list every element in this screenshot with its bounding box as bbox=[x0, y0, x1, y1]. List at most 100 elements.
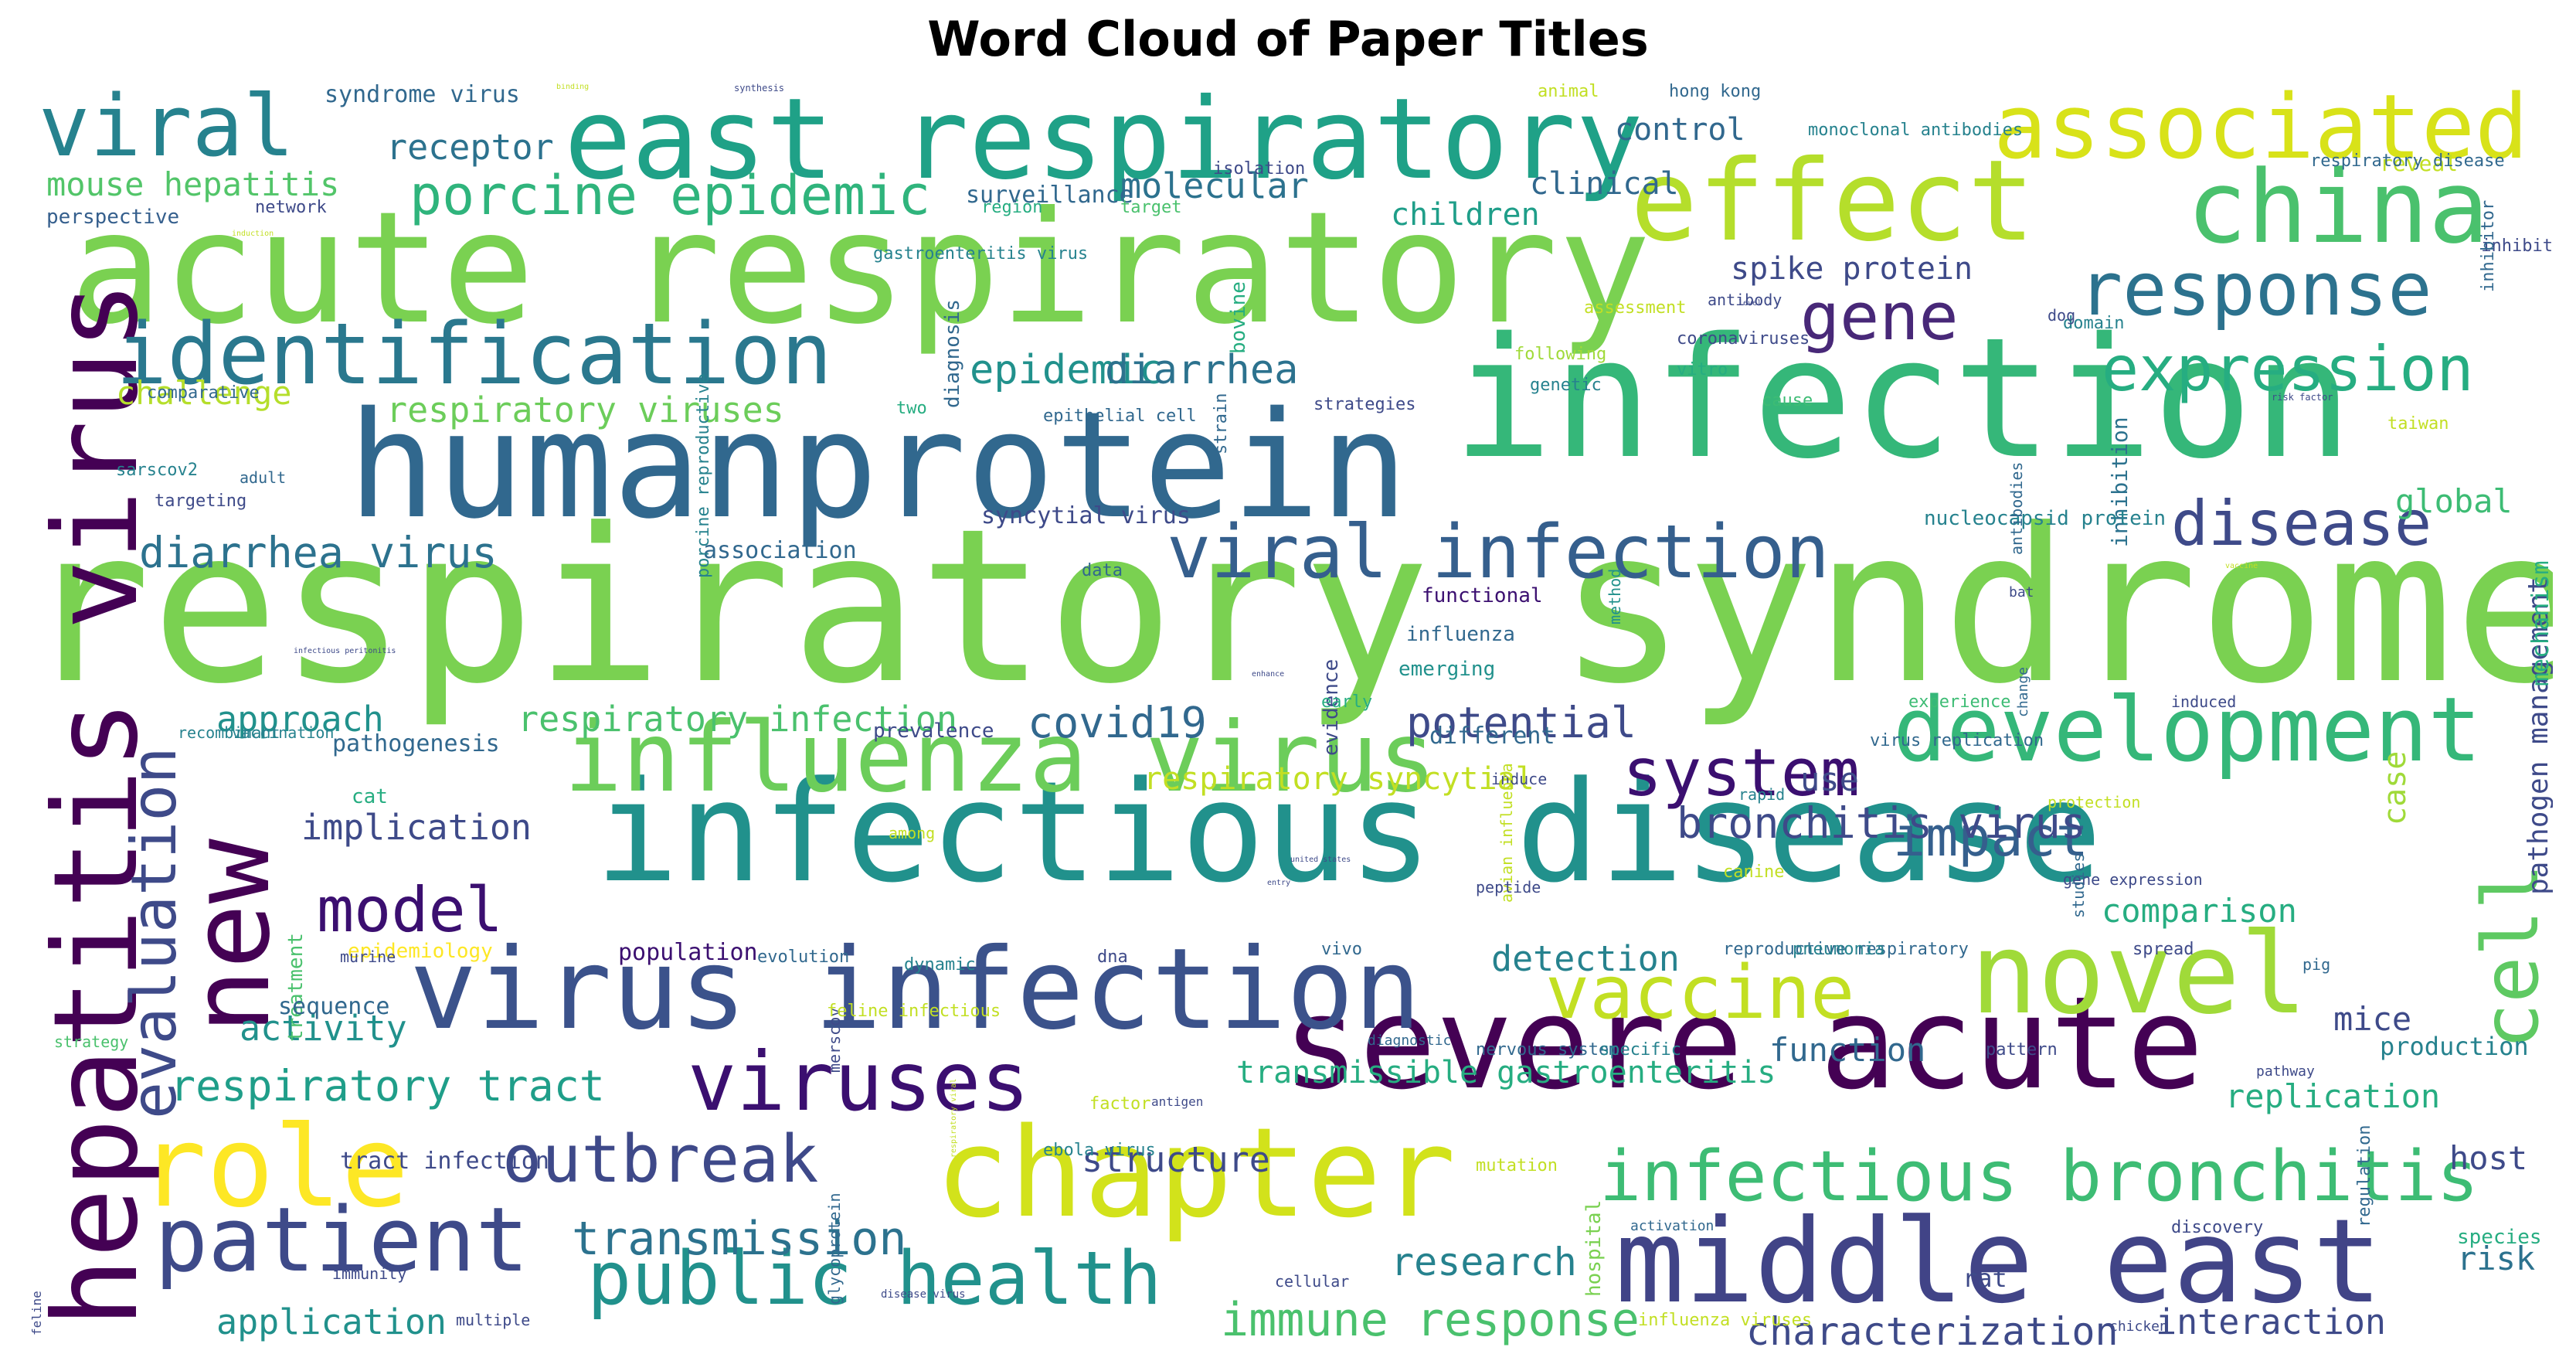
word-use: use bbox=[1800, 760, 1859, 798]
word-pattern: pattern bbox=[1986, 1040, 2058, 1060]
word-host: host bbox=[2449, 1139, 2528, 1177]
word-antigen: antigen bbox=[1151, 1094, 1204, 1109]
word-pig: pig bbox=[2302, 955, 2331, 974]
word-protection: protection bbox=[2048, 793, 2141, 811]
word-vaccine: vaccine bbox=[1545, 951, 1855, 1036]
word-detection: detection bbox=[1491, 938, 1680, 979]
word-rat: rat bbox=[1963, 1264, 2007, 1293]
word-influenza-virus: influenza virus bbox=[564, 702, 1436, 814]
word-inhibit: inhibit bbox=[2481, 236, 2553, 256]
word-perspective: perspective bbox=[46, 206, 180, 229]
word-level: level bbox=[1738, 299, 1762, 308]
word-viral: viral bbox=[39, 83, 295, 175]
word-approach: approach bbox=[216, 699, 384, 740]
word-united-states: united states bbox=[1290, 856, 1351, 864]
word-genetic: genetic bbox=[1530, 376, 1602, 395]
word-coronaviruses: coronaviruses bbox=[1677, 329, 1810, 349]
word-vaccination: vaccination bbox=[232, 723, 335, 742]
word-prevalence: prevalence bbox=[873, 720, 994, 743]
word-synthesis: synthesis bbox=[734, 83, 785, 94]
word-comparative: comparative bbox=[147, 383, 260, 403]
word-activation: activation bbox=[1630, 1218, 1715, 1234]
word-structure: structure bbox=[1082, 1139, 1270, 1180]
word-different: different bbox=[1429, 723, 1555, 750]
word-studies: studies bbox=[2069, 852, 2088, 918]
word-induction: induction bbox=[232, 230, 274, 238]
word-chapter: chapter bbox=[935, 1101, 1456, 1245]
word-clinical: clinical bbox=[1530, 166, 1679, 202]
word-bronchitis-virus: bronchitis virus bbox=[1677, 798, 2086, 848]
word-domain: domain bbox=[2063, 314, 2125, 333]
word-respiratory-tract: respiratory tract bbox=[170, 1061, 605, 1111]
word-acute-respiratory: acute respiratory bbox=[70, 179, 1651, 359]
word-respiratory-disease: respiratory disease bbox=[2310, 151, 2505, 171]
word-surveillance: surveillance bbox=[966, 182, 1133, 209]
word-transmissible-gastroenteritis: transmissible gastroenteritis bbox=[1236, 1055, 1776, 1090]
word-severe-acute: severe acute bbox=[1283, 969, 2204, 1118]
word-monoclonal-antibodies: monoclonal antibodies bbox=[1808, 121, 2024, 140]
word-expression: expression bbox=[2102, 333, 2474, 405]
word-syncytial-virus: syncytial virus bbox=[981, 502, 1191, 529]
word-respiratory-syndrome: respiratory syndrome bbox=[23, 483, 2553, 730]
word-transmission: transmission bbox=[572, 1212, 907, 1266]
word-feline-infectious: feline infectious bbox=[827, 1002, 1001, 1021]
word-immune-response: immune response bbox=[1221, 1293, 1640, 1347]
word-diagnosis: diagnosis bbox=[941, 299, 964, 408]
word-function: function bbox=[1769, 1031, 1926, 1069]
word-epidemiology: epidemiology bbox=[348, 940, 493, 963]
word-viral-infection: viral infection bbox=[1167, 510, 1830, 595]
word-vivo: vivo bbox=[1321, 940, 1362, 959]
word-porcine-reproductive: porcine reproductive bbox=[694, 373, 713, 578]
word-receptor: receptor bbox=[386, 127, 554, 168]
word-gene: gene bbox=[1800, 279, 1959, 356]
word-middle-east: middle east bbox=[1615, 1195, 2383, 1329]
word-infection: infection bbox=[1453, 301, 2353, 495]
word-spike-protein: spike protein bbox=[1731, 251, 1973, 287]
word-assessment: assessment bbox=[1584, 298, 1687, 318]
word-syndrome-virus: syndrome virus bbox=[325, 83, 520, 108]
word-implication: implication bbox=[301, 807, 532, 848]
word-east-respiratory: east respiratory bbox=[564, 83, 1643, 205]
word-strategies: strategies bbox=[1313, 395, 1416, 414]
word-cause: cause bbox=[1762, 391, 1813, 410]
word-application: application bbox=[216, 1301, 447, 1342]
word-nervous-system: nervous system bbox=[1476, 1040, 1619, 1060]
word-impact: impact bbox=[1893, 805, 2088, 869]
word-new: new bbox=[168, 839, 294, 1034]
word-public-health: public health bbox=[587, 1237, 1162, 1322]
word-ebola-virus: ebola virus bbox=[1043, 1141, 1156, 1160]
word-virus-infection: virus infection bbox=[410, 924, 1422, 1055]
word-species: species bbox=[2457, 1226, 2542, 1249]
word-data: data bbox=[1082, 561, 1123, 580]
word-strategy: strategy bbox=[54, 1033, 129, 1051]
word-discovery: discovery bbox=[2171, 1218, 2264, 1237]
word-covid19: covid19 bbox=[1028, 698, 1207, 747]
word-humanprotein: humanprotein bbox=[348, 380, 1409, 551]
word-global: global bbox=[2395, 482, 2513, 520]
word-animal: animal bbox=[1538, 83, 1599, 101]
word-activity: activity bbox=[240, 1008, 407, 1049]
word-emerging: emerging bbox=[1398, 658, 1496, 681]
word-case: case bbox=[2377, 750, 2413, 825]
chart-title: Word Cloud of Paper Titles bbox=[927, 11, 1649, 67]
word-murine: murine bbox=[340, 947, 396, 966]
word-following: following bbox=[1514, 345, 1607, 364]
word-bat: bat bbox=[2009, 584, 2034, 600]
word-experience: experience bbox=[1908, 692, 2011, 712]
word-infectious-bronchitis: infectious bronchitis bbox=[1599, 1136, 2479, 1217]
word-interaction: interaction bbox=[2156, 1301, 2387, 1342]
word-adult: adult bbox=[240, 468, 287, 487]
word-tract-infection: tract infection bbox=[340, 1148, 549, 1175]
word-potential: potential bbox=[1406, 698, 1637, 747]
word-glycoprotein: glycoprotein bbox=[825, 1192, 844, 1305]
word-canine: canine bbox=[1723, 862, 1785, 882]
word-development: development bbox=[1893, 679, 2482, 782]
word-system: system bbox=[1623, 735, 1861, 811]
word-pathway: pathway bbox=[2256, 1063, 2315, 1080]
word-pneumonia: pneumonia bbox=[1793, 940, 1885, 959]
word-mechanism: mechanism bbox=[2527, 560, 2553, 686]
word-cat: cat bbox=[352, 785, 388, 808]
word-change: change bbox=[2015, 666, 2031, 717]
word-network: network bbox=[255, 198, 327, 217]
word-sequence: sequence bbox=[278, 993, 390, 1020]
